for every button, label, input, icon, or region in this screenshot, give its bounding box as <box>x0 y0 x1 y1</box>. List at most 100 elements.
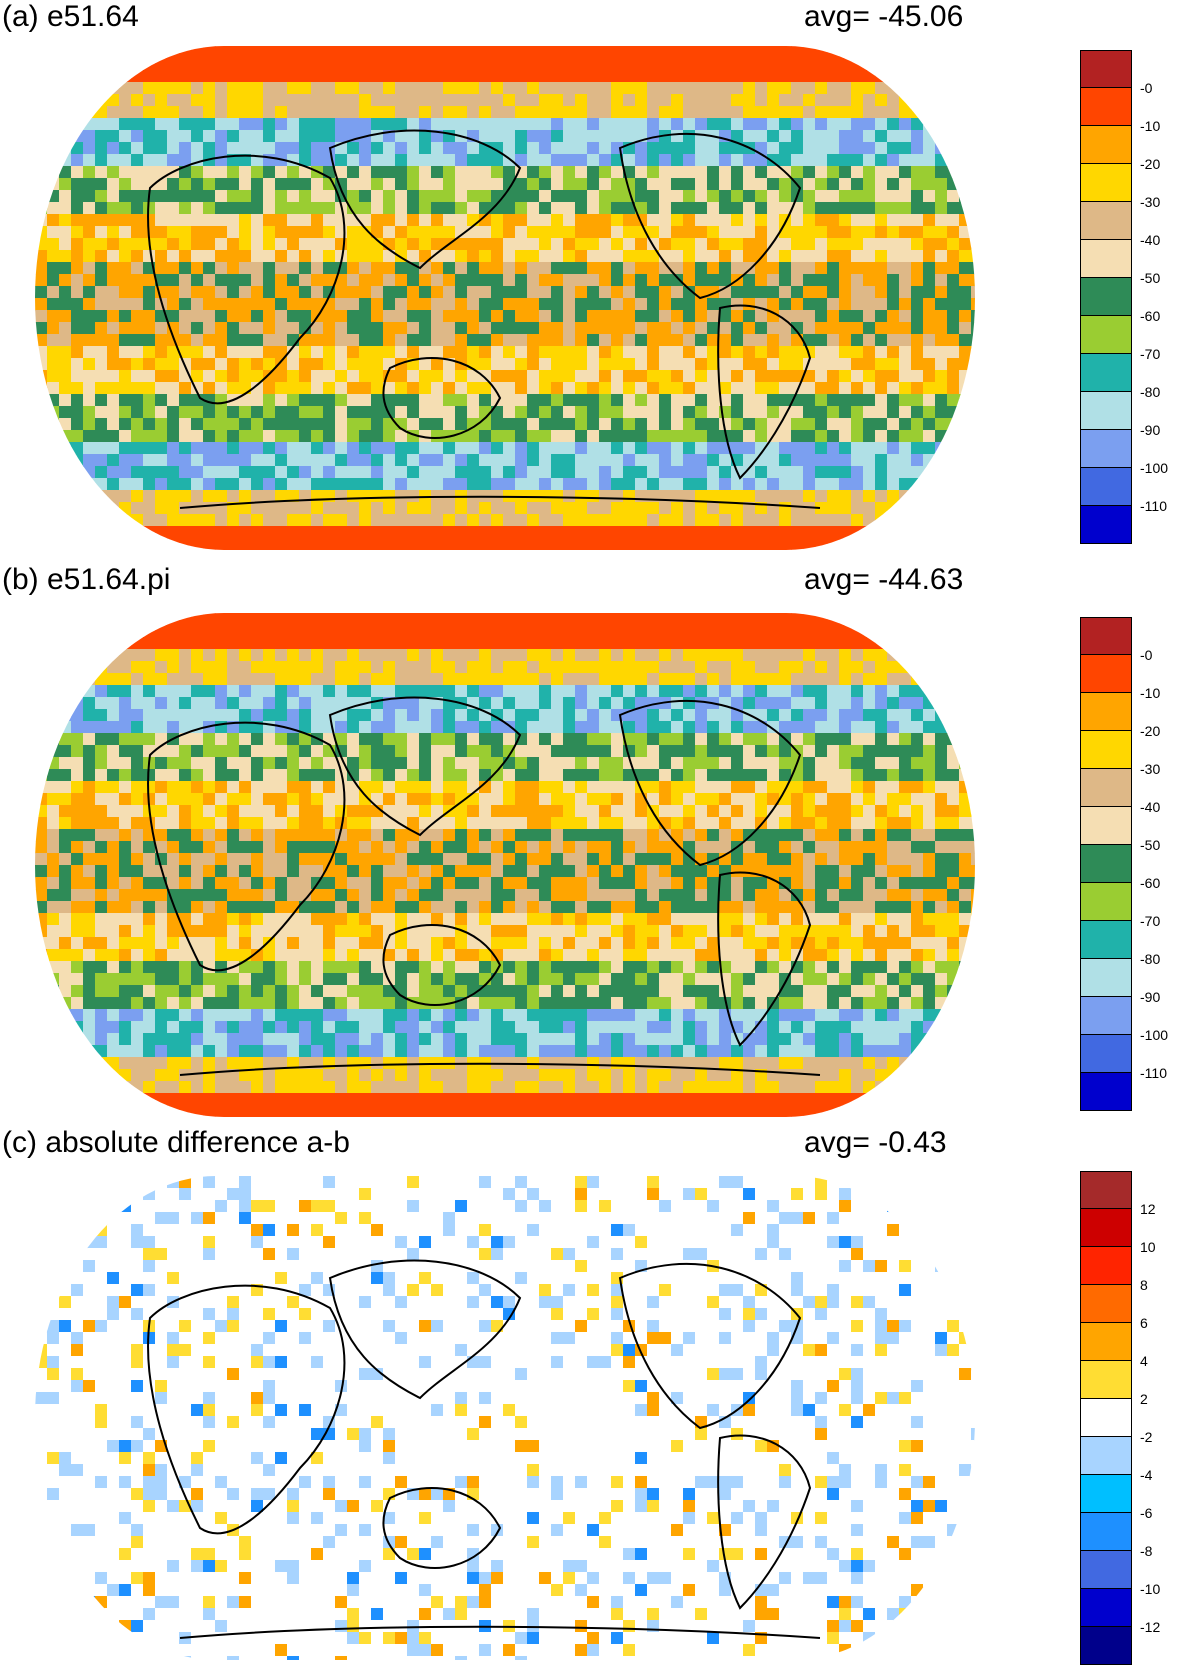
global-map <box>35 613 975 1117</box>
colorbar-swatch <box>1080 1209 1132 1247</box>
colorbar-swatch <box>1080 769 1132 807</box>
coastline <box>382 1487 502 1569</box>
colorbar-label: -40 <box>1140 799 1161 815</box>
colorbar-swatch <box>1080 807 1132 845</box>
colorbar-swatch <box>1080 1437 1132 1475</box>
colorbar-swatch <box>1080 1361 1132 1399</box>
colorbar-swatch <box>1080 430 1132 468</box>
panel-a: (a) e51.64 avg= -45.06 -0 -10 -20 -30 -40 -50… <box>0 0 1191 560</box>
panel-title: (c) absolute difference a-b <box>2 1126 350 1159</box>
colorbar-label: -8 <box>1140 1543 1153 1559</box>
colorbar-swatch <box>1080 997 1132 1035</box>
colorbar-swatch <box>1080 845 1132 883</box>
colorbar-swatch <box>1080 1627 1132 1665</box>
colorbar-swatch <box>1080 959 1132 997</box>
colorbar-label: 4 <box>1140 1353 1148 1369</box>
colorbar-swatch <box>1080 693 1132 731</box>
colorbar-swatch <box>1080 1513 1132 1551</box>
panel-b: (b) e51.64.pi avg= -44.63 -0 -10 -20 -30 -40… <box>0 563 1191 1123</box>
global-map <box>35 1176 975 1660</box>
colorbar-label: 6 <box>1140 1315 1148 1331</box>
coastline <box>328 129 522 270</box>
colorbar-swatch <box>1080 921 1132 959</box>
colorbar-label: -70 <box>1140 913 1161 929</box>
colorbar-label: -20 <box>1140 723 1161 739</box>
coastline <box>328 1259 522 1400</box>
colorbar: -0 -10 -20 -30 -40 -50 -60 -70 -80 -90 -100 -110 <box>1080 50 1186 544</box>
colorbar-label: -90 <box>1140 422 1161 438</box>
colorbar-label: -100 <box>1140 1027 1169 1043</box>
colorbar-swatch <box>1080 883 1132 921</box>
colorbar-swatch <box>1080 164 1132 202</box>
coastline <box>618 132 802 300</box>
colorbar-label: -20 <box>1140 156 1161 172</box>
colorbar-swatch <box>1080 126 1132 164</box>
coastline <box>328 696 522 837</box>
coastline <box>618 1262 802 1430</box>
colorbar-swatch <box>1080 506 1132 544</box>
colorbar-label: -30 <box>1140 194 1161 210</box>
panel-average: avg= -45.06 <box>804 0 964 33</box>
colorbar-swatch <box>1080 1399 1132 1437</box>
coastline <box>382 357 502 439</box>
coastline <box>717 871 812 1047</box>
colorbar-swatch <box>1080 392 1132 430</box>
colorbar-label: -110 <box>1140 1065 1167 1081</box>
colorbar-label: -50 <box>1140 270 1161 286</box>
colorbar-swatch <box>1080 731 1132 769</box>
map-field <box>35 613 975 1117</box>
coastline <box>717 1434 812 1610</box>
colorbar-label: -2 <box>1140 1429 1153 1445</box>
colorbar-label: -100 <box>1140 460 1169 476</box>
colorbar-label: -50 <box>1140 837 1161 853</box>
colorbar-swatch <box>1080 655 1132 693</box>
coastline <box>618 699 802 867</box>
colorbar-label: -6 <box>1140 1505 1153 1521</box>
map-field <box>35 1176 975 1660</box>
colorbar-swatch <box>1080 88 1132 126</box>
colorbar-label: -90 <box>1140 989 1161 1005</box>
coastline <box>147 1284 346 1535</box>
colorbar-swatch <box>1080 1589 1132 1627</box>
colorbar-swatch <box>1080 278 1132 316</box>
colorbar-label: -70 <box>1140 346 1161 362</box>
colorbar: -0 -10 -20 -30 -40 -50 -60 -70 -80 -90 -100 -110 <box>1080 617 1186 1111</box>
colorbar-swatch <box>1080 1073 1132 1111</box>
colorbar-swatch <box>1080 1551 1132 1589</box>
colorbar-swatch <box>1080 316 1132 354</box>
colorbar-swatch <box>1080 1323 1132 1361</box>
panel-c: (c) absolute difference a-b avg= -0.43 1… <box>0 1126 1191 1677</box>
coastline <box>179 1062 821 1076</box>
colorbar: 12 10 8 6 4 2 -2 -4 -6 -8 -10 -12 <box>1080 1171 1186 1665</box>
colorbar-swatch <box>1080 617 1132 655</box>
coastline <box>382 924 502 1006</box>
colorbar-swatch <box>1080 1475 1132 1513</box>
coastline <box>179 495 821 509</box>
colorbar-swatch <box>1080 354 1132 392</box>
panel-title: (b) e51.64.pi <box>2 563 171 596</box>
colorbar-label: -30 <box>1140 761 1161 777</box>
colorbar-swatch <box>1080 1171 1132 1209</box>
coastline <box>717 304 812 480</box>
colorbar-swatch <box>1080 468 1132 506</box>
global-map <box>35 46 975 550</box>
colorbar-label: 12 <box>1140 1201 1156 1217</box>
colorbar-label: -80 <box>1140 951 1161 967</box>
colorbar-label: 10 <box>1140 1239 1156 1255</box>
colorbar-label: -60 <box>1140 308 1161 324</box>
coastline <box>147 154 346 405</box>
coastline <box>147 721 346 972</box>
colorbar-label: -4 <box>1140 1467 1153 1483</box>
colorbar-label: -10 <box>1140 118 1161 134</box>
colorbar-label: -80 <box>1140 384 1161 400</box>
colorbar-label: 2 <box>1140 1391 1148 1407</box>
colorbar-swatch <box>1080 1035 1132 1073</box>
panel-title: (a) e51.64 <box>2 0 139 33</box>
colorbar-swatch <box>1080 202 1132 240</box>
colorbar-label: -10 <box>1140 1581 1161 1597</box>
panel-average: avg= -44.63 <box>804 563 964 596</box>
colorbar-label: -110 <box>1140 498 1167 514</box>
colorbar-label: 8 <box>1140 1277 1148 1293</box>
panel-average: avg= -0.43 <box>804 1126 947 1159</box>
colorbar-label: -40 <box>1140 232 1161 248</box>
